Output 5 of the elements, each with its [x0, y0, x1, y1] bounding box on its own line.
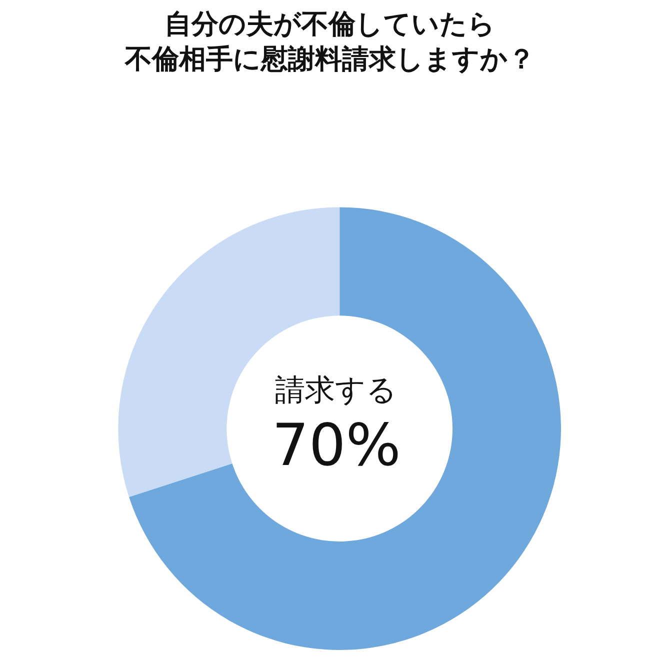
chart-subtitle: 不倫相手に慰謝料請求しますか？ — [124, 44, 535, 76]
slice-label: 請求する — [275, 373, 397, 408]
chart-title: 自分の夫が不倫していたら — [164, 9, 496, 40]
data-label: 70% — [272, 411, 401, 479]
donut-slice — [129, 207, 561, 650]
